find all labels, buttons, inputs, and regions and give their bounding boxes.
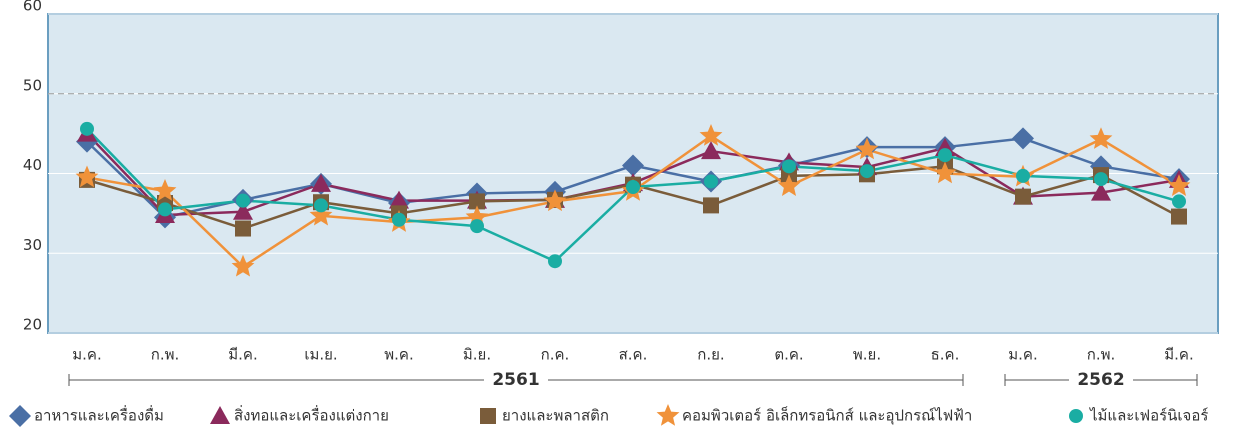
data-point <box>622 154 644 177</box>
y-tick-label: 50 <box>23 76 42 94</box>
data-point <box>543 189 567 212</box>
legend-label: ไม้และเฟอร์นิเจอร์ <box>1089 407 1208 425</box>
data-point <box>1091 182 1111 201</box>
legend-label: ยางและพลาสติก <box>502 407 609 425</box>
legend-marker <box>9 405 31 427</box>
year-label-bg <box>1069 369 1133 391</box>
data-point <box>236 193 250 208</box>
legend-label: สิ่งทอและเครื่องแต่งกาย <box>234 405 389 425</box>
legend-label: อาหารและเครื่องดื่ม <box>34 405 164 425</box>
data-point <box>1015 188 1031 205</box>
legend-marker <box>210 406 230 424</box>
year-label-bg <box>484 369 548 391</box>
x-tick-label: ม.ค. <box>72 346 101 364</box>
legend-marker <box>480 408 496 424</box>
data-point <box>782 159 796 174</box>
data-point <box>233 201 253 220</box>
data-point <box>153 179 177 201</box>
year-label: 2561 <box>492 370 539 390</box>
data-point <box>1089 127 1113 149</box>
data-point <box>860 164 874 179</box>
data-point <box>235 220 251 237</box>
y-tick-label: 20 <box>23 316 42 334</box>
y-tick-label: 40 <box>23 156 42 174</box>
data-point <box>548 254 562 269</box>
data-point <box>1167 174 1191 196</box>
x-tick-label: ก.พ. <box>151 346 180 364</box>
data-point <box>1171 208 1187 225</box>
x-tick-label: มี.ค. <box>1164 346 1193 364</box>
data-point <box>1094 172 1108 187</box>
data-point <box>699 124 723 146</box>
data-point <box>231 254 255 277</box>
legend-marker <box>656 404 680 426</box>
y-tick-label: 60 <box>23 0 42 15</box>
data-point <box>80 121 94 136</box>
data-point <box>470 219 484 234</box>
x-tick-label: ส.ค. <box>619 346 648 364</box>
data-point <box>1012 127 1034 150</box>
x-tick-label: พ.ค. <box>384 346 413 364</box>
data-point <box>314 198 328 213</box>
x-tick-label: ต.ค. <box>774 346 803 364</box>
x-tick-label: ม.ค. <box>1008 346 1037 364</box>
data-point <box>389 190 409 209</box>
x-tick-label: มิ.ย. <box>463 346 491 364</box>
data-point <box>777 174 801 196</box>
data-point <box>309 203 333 226</box>
legend-label: คอมพิวเตอร์ อิเล็กทรอนิกส์ และอุปกรณ์ไฟฟ… <box>682 406 972 426</box>
x-tick-label: พ.ย. <box>853 346 881 364</box>
data-point <box>703 197 719 214</box>
data-point <box>855 137 879 160</box>
data-point <box>1016 168 1030 183</box>
legend-marker <box>1069 409 1083 423</box>
data-point <box>1172 194 1186 209</box>
data-point <box>392 212 406 227</box>
x-tick-label: ก.ค. <box>541 346 570 364</box>
data-point <box>626 180 640 195</box>
data-point <box>701 141 721 160</box>
x-tick-label: ก.พ. <box>1087 346 1116 364</box>
data-point <box>158 202 172 217</box>
data-point <box>938 148 952 163</box>
data-point <box>75 165 99 188</box>
data-point <box>933 161 957 184</box>
x-tick-label: ก.ย. <box>697 346 724 364</box>
x-tick-label: มี.ค. <box>228 346 257 364</box>
data-point <box>704 174 718 189</box>
data-point <box>469 193 485 210</box>
data-point <box>311 173 331 192</box>
y-tick-label: 30 <box>23 236 42 254</box>
data-point <box>465 205 489 228</box>
x-tick-label: เม.ย. <box>304 346 337 364</box>
year-label: 2562 <box>1077 370 1124 390</box>
x-tick-label: ธ.ค. <box>931 346 960 364</box>
